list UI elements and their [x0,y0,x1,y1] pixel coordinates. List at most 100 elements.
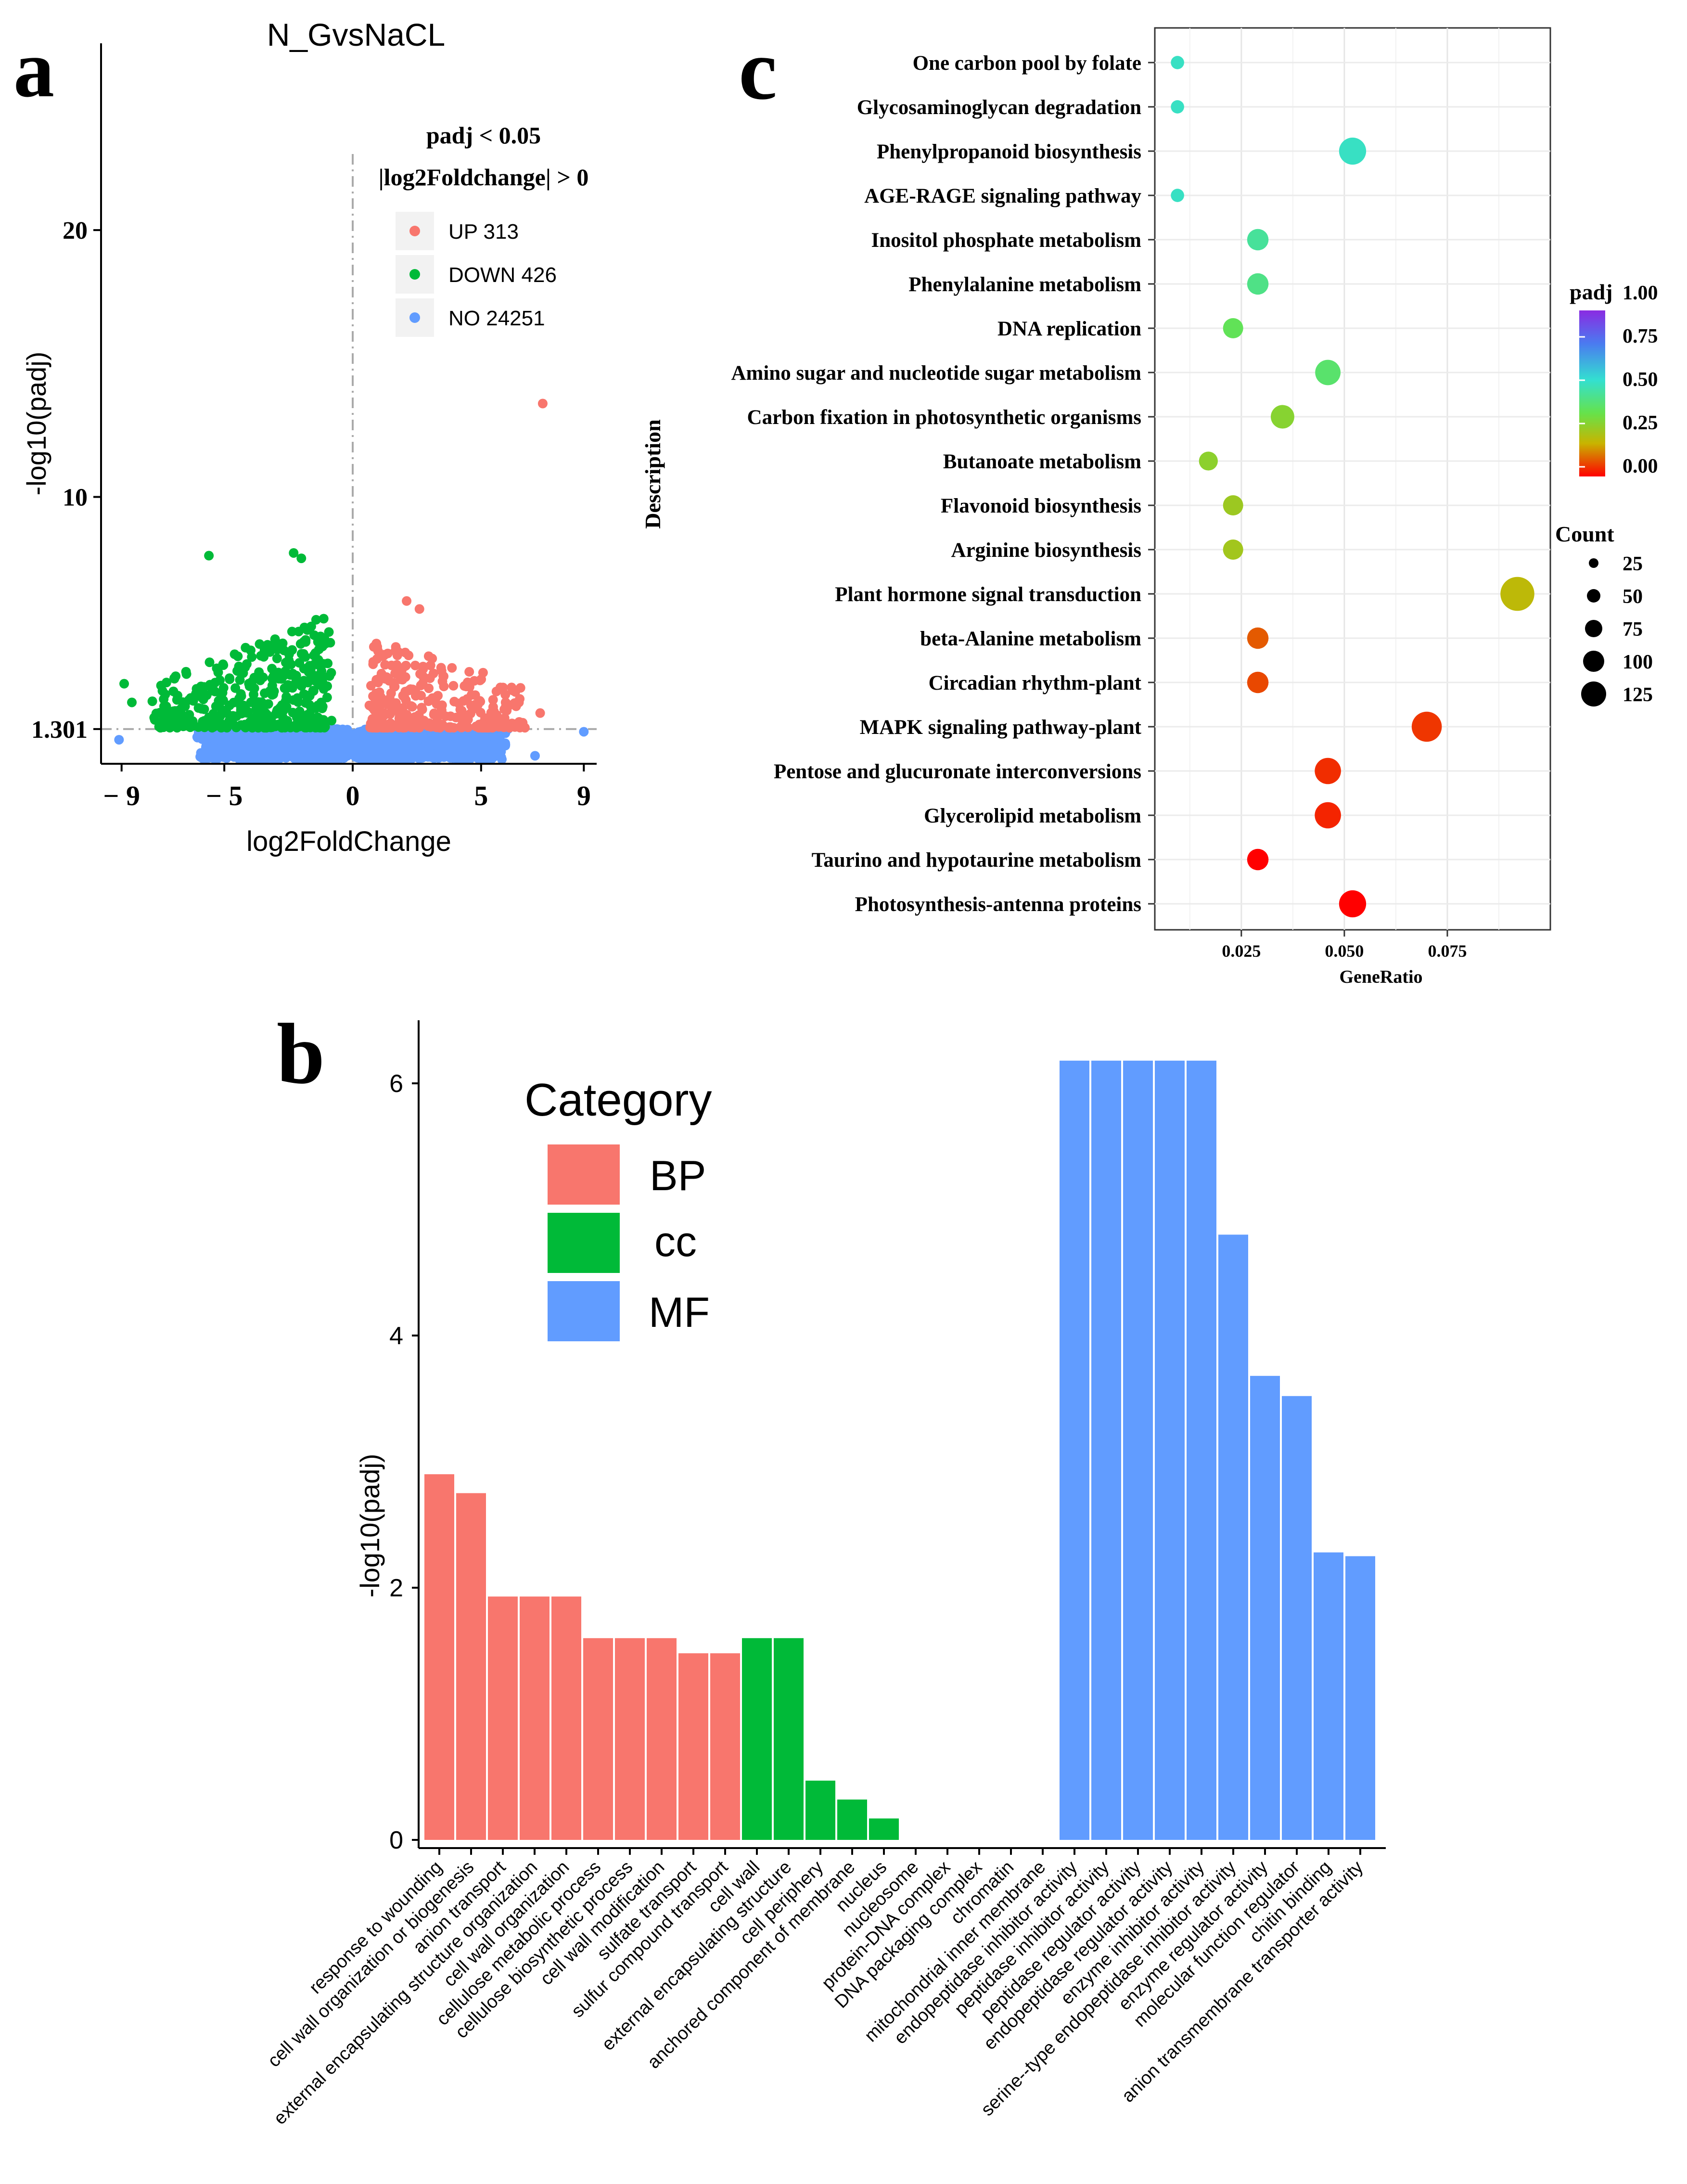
kegg-dot [1223,540,1243,560]
y-tick-label: 10 [63,484,88,512]
bar-legend-title: Category [524,1074,712,1126]
point-down [301,722,311,732]
point-up [392,660,402,670]
point-no [464,754,474,764]
point-up [427,654,437,664]
point-no [487,746,497,756]
point-no [390,749,400,759]
bar-mf [1091,1060,1121,1840]
count-legend: 25 50 75 100 125 [1581,553,1653,707]
legend-label-mf: MF [649,1288,710,1336]
point-no [345,740,355,750]
legend-swatch-no [409,312,420,323]
point-up [537,398,548,409]
kegg-dot [1339,137,1367,165]
point-up [396,705,406,715]
kegg-dot [1247,671,1269,694]
point-down [283,720,294,730]
point-no [353,751,362,761]
volcano-y-label: -log10(padj) [21,352,51,496]
point-down [293,697,303,707]
point-down [327,716,337,726]
point-down [311,703,321,713]
point-no [114,735,124,745]
point-down [246,697,256,707]
point-up [457,715,467,725]
bar-mf [1123,1060,1153,1840]
point-down [199,704,209,714]
kegg-term-label: Plant hormone signal transduction [835,583,1141,606]
point-up [379,650,389,660]
kegg-term-label: Butanoate metabolism [943,450,1141,473]
kegg-dot [1500,577,1534,611]
point-up [368,657,378,667]
bar-bp [678,1653,708,1840]
point-down [160,689,170,699]
volcano-panel: a N_GvsNaCL − 9 − 5 0 5 9 1.301 10 20 log2Fold… [13,17,597,857]
y-tick-label: 1.301 [31,716,88,744]
point-up [478,723,488,733]
kegg-x-tick-label: 0.050 [1325,941,1364,961]
legend-swatch-cc [548,1213,620,1273]
count-legend-label: 25 [1623,553,1643,575]
point-down [319,722,329,732]
point-down [287,681,297,691]
point-up [488,695,498,705]
x-tick-label: 5 [474,780,488,811]
kegg-term-label: Phenylpropanoid biosynthesis [877,141,1141,163]
bar-cc [869,1818,899,1840]
bar-y-tick-label: 6 [389,1070,403,1098]
legend-swatch-down [409,269,420,280]
kegg-dot [1223,495,1243,515]
kegg-dot [1247,627,1269,649]
point-down [236,702,246,712]
point-down [235,675,245,685]
point-up [491,686,501,696]
bar-cc [774,1638,804,1840]
bar-bp [583,1638,613,1840]
volcano-x-ticks: − 9 − 5 0 5 9 [103,764,591,811]
kegg-gridlines [1155,28,1550,930]
point-down [185,722,195,732]
point-up [513,719,524,729]
point-down [299,622,309,632]
bar-y-label: -log10(padj) [355,1454,385,1598]
point-no [217,738,228,748]
point-up [429,709,439,719]
point-down [287,627,297,637]
bar-mf [1345,1556,1375,1840]
point-down [258,718,268,728]
point-up [371,676,381,686]
point-no [368,749,378,759]
bar-y-ticks: 0 2 4 6 [389,1070,419,1854]
x-tick-label: 0 [346,780,360,811]
kegg-term-label: Pentose and glucuronate interconversions [774,760,1141,783]
point-down [230,721,241,731]
kegg-dot [1247,273,1269,295]
padj-legend-ticks: 1.00 0.75 0.50 0.25 0.00 [1579,282,1658,477]
padj-colorbar [1579,310,1605,476]
point-up [372,642,383,652]
point-up [409,722,419,732]
point-down [230,683,241,693]
point-down [324,627,334,637]
point-up [535,708,545,718]
legend-swatch-up [409,226,420,236]
count-legend-dot [1589,558,1598,568]
point-no [250,745,260,755]
point-down [192,684,202,694]
point-no [212,750,222,760]
point-no [403,750,413,760]
point-down [247,719,257,730]
count-legend-title: Count [1555,522,1614,546]
y-tick-label: 20 [63,217,88,244]
point-no [437,730,447,740]
kegg-term-label: Circadian rhythm-plant [929,672,1142,694]
kegg-term-label: Photosynthesis-antenna proteins [855,893,1141,916]
point-down [127,697,137,707]
point-down [284,649,294,659]
count-legend-dot [1583,651,1604,672]
panel-letter-a: a [13,24,54,114]
point-no [496,752,506,762]
bar-mf [1250,1375,1280,1840]
